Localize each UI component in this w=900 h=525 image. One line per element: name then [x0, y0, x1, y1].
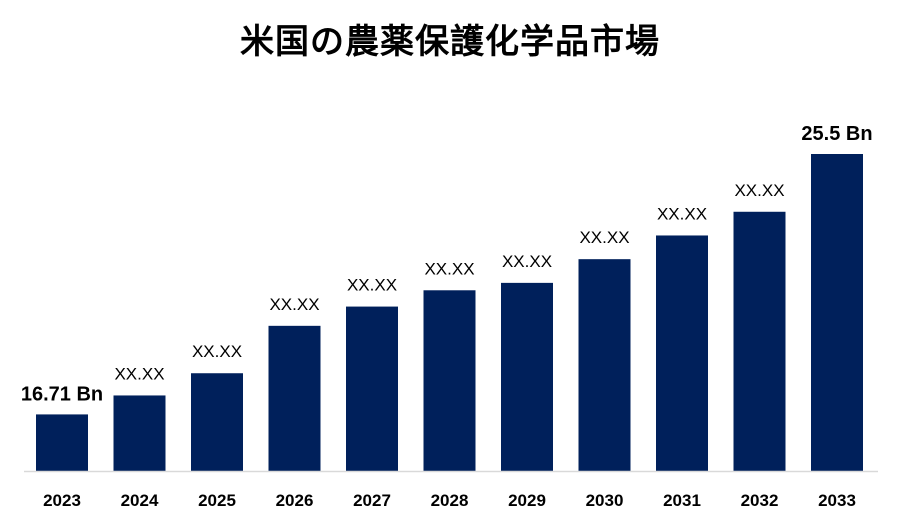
bar-2033 — [811, 154, 863, 471]
data-label-2031: XX.XX — [657, 204, 707, 223]
x-tick-label-2031: 2031 — [663, 491, 701, 510]
data-label-2032: XX.XX — [734, 181, 784, 200]
x-tick-label-2027: 2027 — [353, 491, 391, 510]
bars-group — [36, 154, 863, 471]
data-label-2025: XX.XX — [192, 342, 242, 361]
x-tick-label-2023: 2023 — [43, 491, 81, 510]
x-tick-label-2030: 2030 — [586, 491, 624, 510]
bar-2026 — [268, 325, 321, 471]
x-tick-label-2033: 2033 — [818, 491, 856, 510]
data-label-2029: XX.XX — [502, 252, 552, 271]
bar-2030 — [578, 259, 631, 471]
bar-2031 — [656, 235, 708, 471]
bar-2023 — [36, 414, 88, 471]
bar-2032 — [733, 211, 786, 471]
bar-2029 — [501, 282, 553, 471]
x-tick-label-2025: 2025 — [198, 491, 236, 510]
bar-2025 — [191, 373, 243, 471]
data-label-2030: XX.XX — [579, 228, 629, 247]
bar-2024 — [113, 395, 166, 471]
data-label-2033: 25.5 Bn — [801, 123, 872, 145]
data-label-2027: XX.XX — [347, 276, 397, 295]
chart-title: 米国の農薬保護化学品市場 — [240, 22, 660, 62]
x-tick-label-2029: 2029 — [508, 491, 546, 510]
x-axis-ticks-group: 2023 2024 2025 2026 2027 2028 2029 2030 2031 2032… — [43, 491, 856, 510]
x-tick-label-2024: 2024 — [121, 491, 159, 510]
data-label-2024: XX.XX — [114, 364, 164, 383]
x-tick-label-2026: 2026 — [276, 491, 314, 510]
data-label-2028: XX.XX — [424, 259, 474, 278]
x-tick-label-2028: 2028 — [431, 491, 469, 510]
data-label-2023: 16.71 Bn — [21, 383, 103, 405]
data-label-2026: XX.XX — [269, 295, 319, 314]
data-labels-group: 16.71 Bn XX.XX XX.XX XX.XX XX.XX XX.XX XX.XX XX… — [21, 123, 873, 405]
bar-2027 — [346, 306, 398, 471]
bar-2028 — [423, 290, 476, 471]
x-tick-label-2032: 2032 — [741, 491, 779, 510]
